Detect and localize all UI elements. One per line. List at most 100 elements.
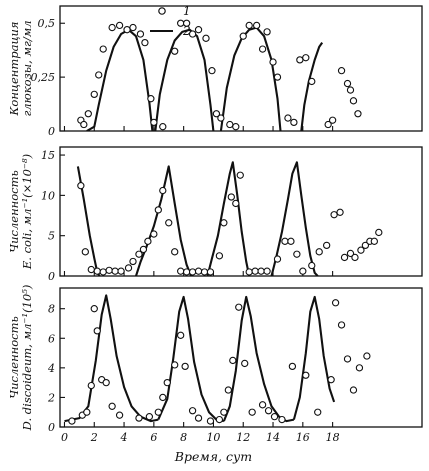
data-point: [308, 77, 316, 86]
panel-1: 0 0,25 0,5 Концентрация глюкозы, мг/мл: [7, 5, 423, 138]
x-tick-label: 8: [180, 431, 187, 444]
data-point: [296, 56, 304, 64]
y-axis-label: Концентрация глюкозы, мг/мл: [7, 20, 34, 116]
y-tick-label: 15: [41, 149, 55, 162]
data-point: [212, 110, 221, 118]
data-point: [139, 245, 148, 254]
data-point: [90, 305, 98, 313]
data-point: [281, 237, 289, 245]
data-point: [346, 86, 355, 94]
model-curve-4: [300, 41, 324, 131]
y-axis-label-line1: Концентрация: [7, 22, 21, 117]
panel-frame: [59, 146, 423, 277]
data-point: [287, 237, 295, 245]
data-point: [150, 230, 158, 238]
data-point: [327, 376, 335, 384]
data-point: [136, 30, 145, 38]
y-axis-label-line1: Численность: [7, 170, 21, 253]
data-point: [159, 393, 167, 402]
data-point: [181, 362, 189, 371]
data-point: [123, 26, 131, 34]
data-point: [323, 241, 331, 250]
data-point: [361, 241, 370, 250]
data-point: [302, 54, 310, 62]
data-point: [200, 268, 209, 276]
data-point: [363, 352, 371, 360]
data-point: [165, 219, 173, 227]
data-point: [337, 67, 346, 75]
model-curve-1: [64, 294, 159, 423]
data-point: [258, 401, 267, 409]
legend-label-1: 1: [183, 4, 191, 18]
x-tick-label: 6: [150, 431, 157, 444]
data-point: [258, 45, 267, 53]
data-point: [229, 356, 237, 365]
x-tick-label: 4: [120, 431, 128, 444]
data-point: [141, 38, 149, 47]
data-point: [206, 268, 215, 276]
data-point: [105, 266, 113, 275]
data-point: [68, 417, 76, 425]
data-point: [299, 267, 307, 275]
data-point: [248, 408, 256, 416]
data-point: [293, 250, 301, 258]
data-point: [331, 299, 340, 307]
data-point: [154, 206, 162, 214]
data-point: [226, 120, 234, 129]
data-point: [269, 58, 277, 66]
panel-3: 0 2 4 6 8 Численность D. discoideum, мл⁻¹(10⁵): [7, 285, 423, 434]
data-point: [220, 408, 228, 416]
data-point: [245, 21, 253, 30]
data-point: [87, 265, 95, 274]
data-point: [87, 381, 95, 390]
data-point: [171, 361, 179, 369]
x-tick-label: 0: [61, 431, 68, 444]
model-curve-2: [154, 28, 215, 131]
y-axis-label-line2: D. discoideum, мл⁻¹(10⁵): [20, 285, 34, 432]
data-point: [145, 412, 154, 421]
y-tick-label: 0: [48, 125, 55, 138]
data-point: [273, 255, 282, 263]
data-point: [182, 19, 191, 27]
legend-marker-points: [158, 7, 166, 15]
y-tick-label: 0: [48, 270, 55, 283]
data-point: [90, 90, 98, 99]
model-curve-3: [206, 161, 251, 276]
data-point: [257, 267, 265, 275]
y-tick-label: 8: [48, 303, 55, 316]
data-point: [270, 412, 279, 421]
data-point: [227, 193, 235, 201]
data-point: [171, 248, 179, 256]
y-axis-label: Численность E. coli, мл⁻¹(×10⁻⁸): [7, 154, 34, 270]
data-point: [217, 114, 225, 122]
data-point: [124, 264, 133, 272]
data-point: [324, 120, 332, 129]
panel-2: 0 5 10 15 Численность E. coli, мл⁻¹(×10⁻⁸): [7, 146, 423, 283]
data-point: [235, 303, 243, 311]
data-point: [330, 211, 338, 219]
model-curve-2: [135, 165, 193, 276]
data-point: [263, 28, 271, 36]
data-point: [115, 411, 124, 419]
data-point: [83, 408, 91, 416]
y-tick-label: 4: [47, 362, 55, 375]
data-point: [154, 408, 162, 416]
data-point: [215, 415, 224, 424]
data-point: [263, 267, 271, 275]
model-curve-1: [86, 28, 154, 131]
x-tick-label: 2: [90, 431, 98, 444]
y-tick-label: 0,25: [31, 71, 56, 84]
model-curve-4: [292, 295, 336, 420]
model-curve-3: [219, 26, 282, 131]
data-point: [232, 199, 240, 208]
y-tick-label: 6: [48, 332, 55, 345]
y-axis-label-line2: E. coli, мл⁻¹(×10⁻⁸): [20, 154, 34, 270]
legend: 12: [150, 4, 191, 38]
data-point: [337, 321, 346, 329]
data-point: [349, 386, 358, 394]
data-point: [202, 34, 210, 42]
data-point: [117, 267, 125, 275]
data-point: [224, 386, 232, 394]
data-point: [147, 95, 155, 103]
data-point: [194, 267, 203, 275]
